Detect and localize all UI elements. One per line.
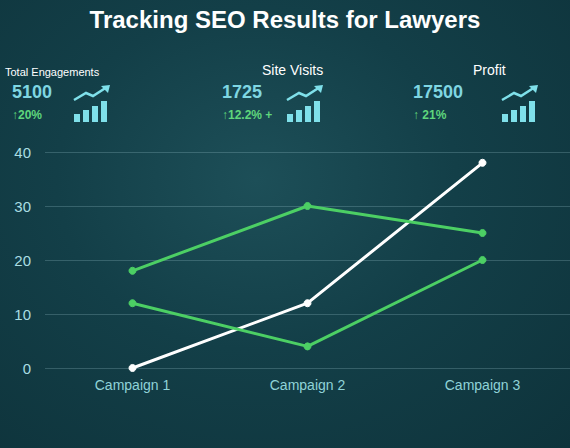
html-text:↑ 21%: ↑ 21%: [413, 108, 447, 122]
svg-text:0: 0: [23, 360, 31, 377]
html-text:Site Visits: Site Visits: [262, 62, 324, 78]
html-text:17500: 17500: [413, 82, 464, 102]
html-text:5100: 5100: [12, 82, 52, 102]
svg-text:20: 20: [14, 252, 31, 269]
html-text:↑20%: ↑20%: [12, 108, 42, 122]
html-text:Profit: Profit: [473, 62, 506, 78]
svg-text:30: 30: [14, 198, 31, 215]
svg-text:Campaign 2: Campaign 2: [270, 377, 346, 393]
svg-text:40: 40: [14, 144, 31, 161]
html-text:↑12.2% +: ↑12.2% +: [222, 108, 273, 122]
html-text:Total Engagements: Total Engagements: [5, 66, 100, 78]
svg-text:Campaign 3: Campaign 3: [445, 377, 521, 393]
svg-text:10: 10: [14, 306, 31, 323]
html-text:Tracking SEO Results for Lawye: Tracking SEO Results for Lawyers: [89, 6, 481, 33]
svg-text:Campaign 1: Campaign 1: [95, 377, 171, 393]
html-text:1725: 1725: [222, 82, 262, 102]
